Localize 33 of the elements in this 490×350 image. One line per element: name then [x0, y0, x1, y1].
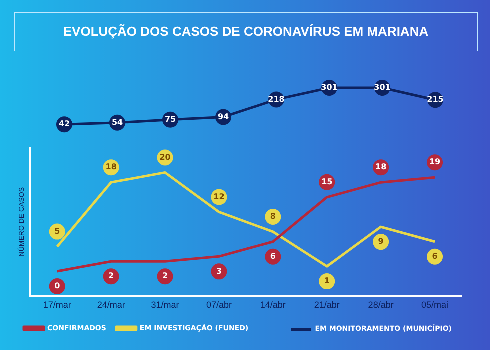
x-tick-label: 28/abr	[368, 300, 394, 310]
x-tick-label: 24/mar	[97, 300, 126, 310]
x-tick-label: 05/mai	[422, 300, 449, 310]
data-label: 215	[427, 95, 444, 104]
chart-title: EVOLUÇÃO DOS CASOS DE CORONAVÍRUS EM MARIANA	[14, 12, 478, 51]
x-tick-label: 14/abr	[260, 300, 286, 310]
data-label: 18	[106, 162, 118, 172]
data-label: 12	[214, 192, 225, 202]
data-label: 2	[108, 272, 114, 281]
x-tick-label: 31/mar	[151, 300, 180, 310]
data-label: 6	[432, 252, 438, 261]
x-tick-label: 21/abr	[314, 300, 340, 310]
x-tick-label: 17/mar	[43, 300, 72, 310]
data-label: 42	[58, 120, 70, 129]
data-label: 54	[112, 118, 124, 127]
data-label: 5	[54, 226, 61, 236]
data-label: 8	[270, 212, 276, 222]
data-label: 6	[270, 252, 276, 261]
data-label: 301	[321, 83, 338, 92]
data-label: 20	[160, 152, 172, 162]
data-label: 218	[268, 94, 286, 104]
data-label: 19	[429, 158, 442, 167]
data-label: 1	[324, 276, 330, 286]
data-label: 94	[218, 112, 230, 122]
data-label: 2	[162, 272, 168, 281]
data-label: 301	[374, 83, 392, 92]
data-label: 75	[164, 114, 176, 124]
x-tick-label: 07/abr	[206, 300, 232, 310]
data-label: 15	[322, 177, 334, 186]
data-label: 9	[378, 237, 384, 246]
data-label: 3	[216, 266, 222, 276]
data-label: 18	[376, 162, 388, 172]
data-label: 0	[54, 282, 61, 291]
